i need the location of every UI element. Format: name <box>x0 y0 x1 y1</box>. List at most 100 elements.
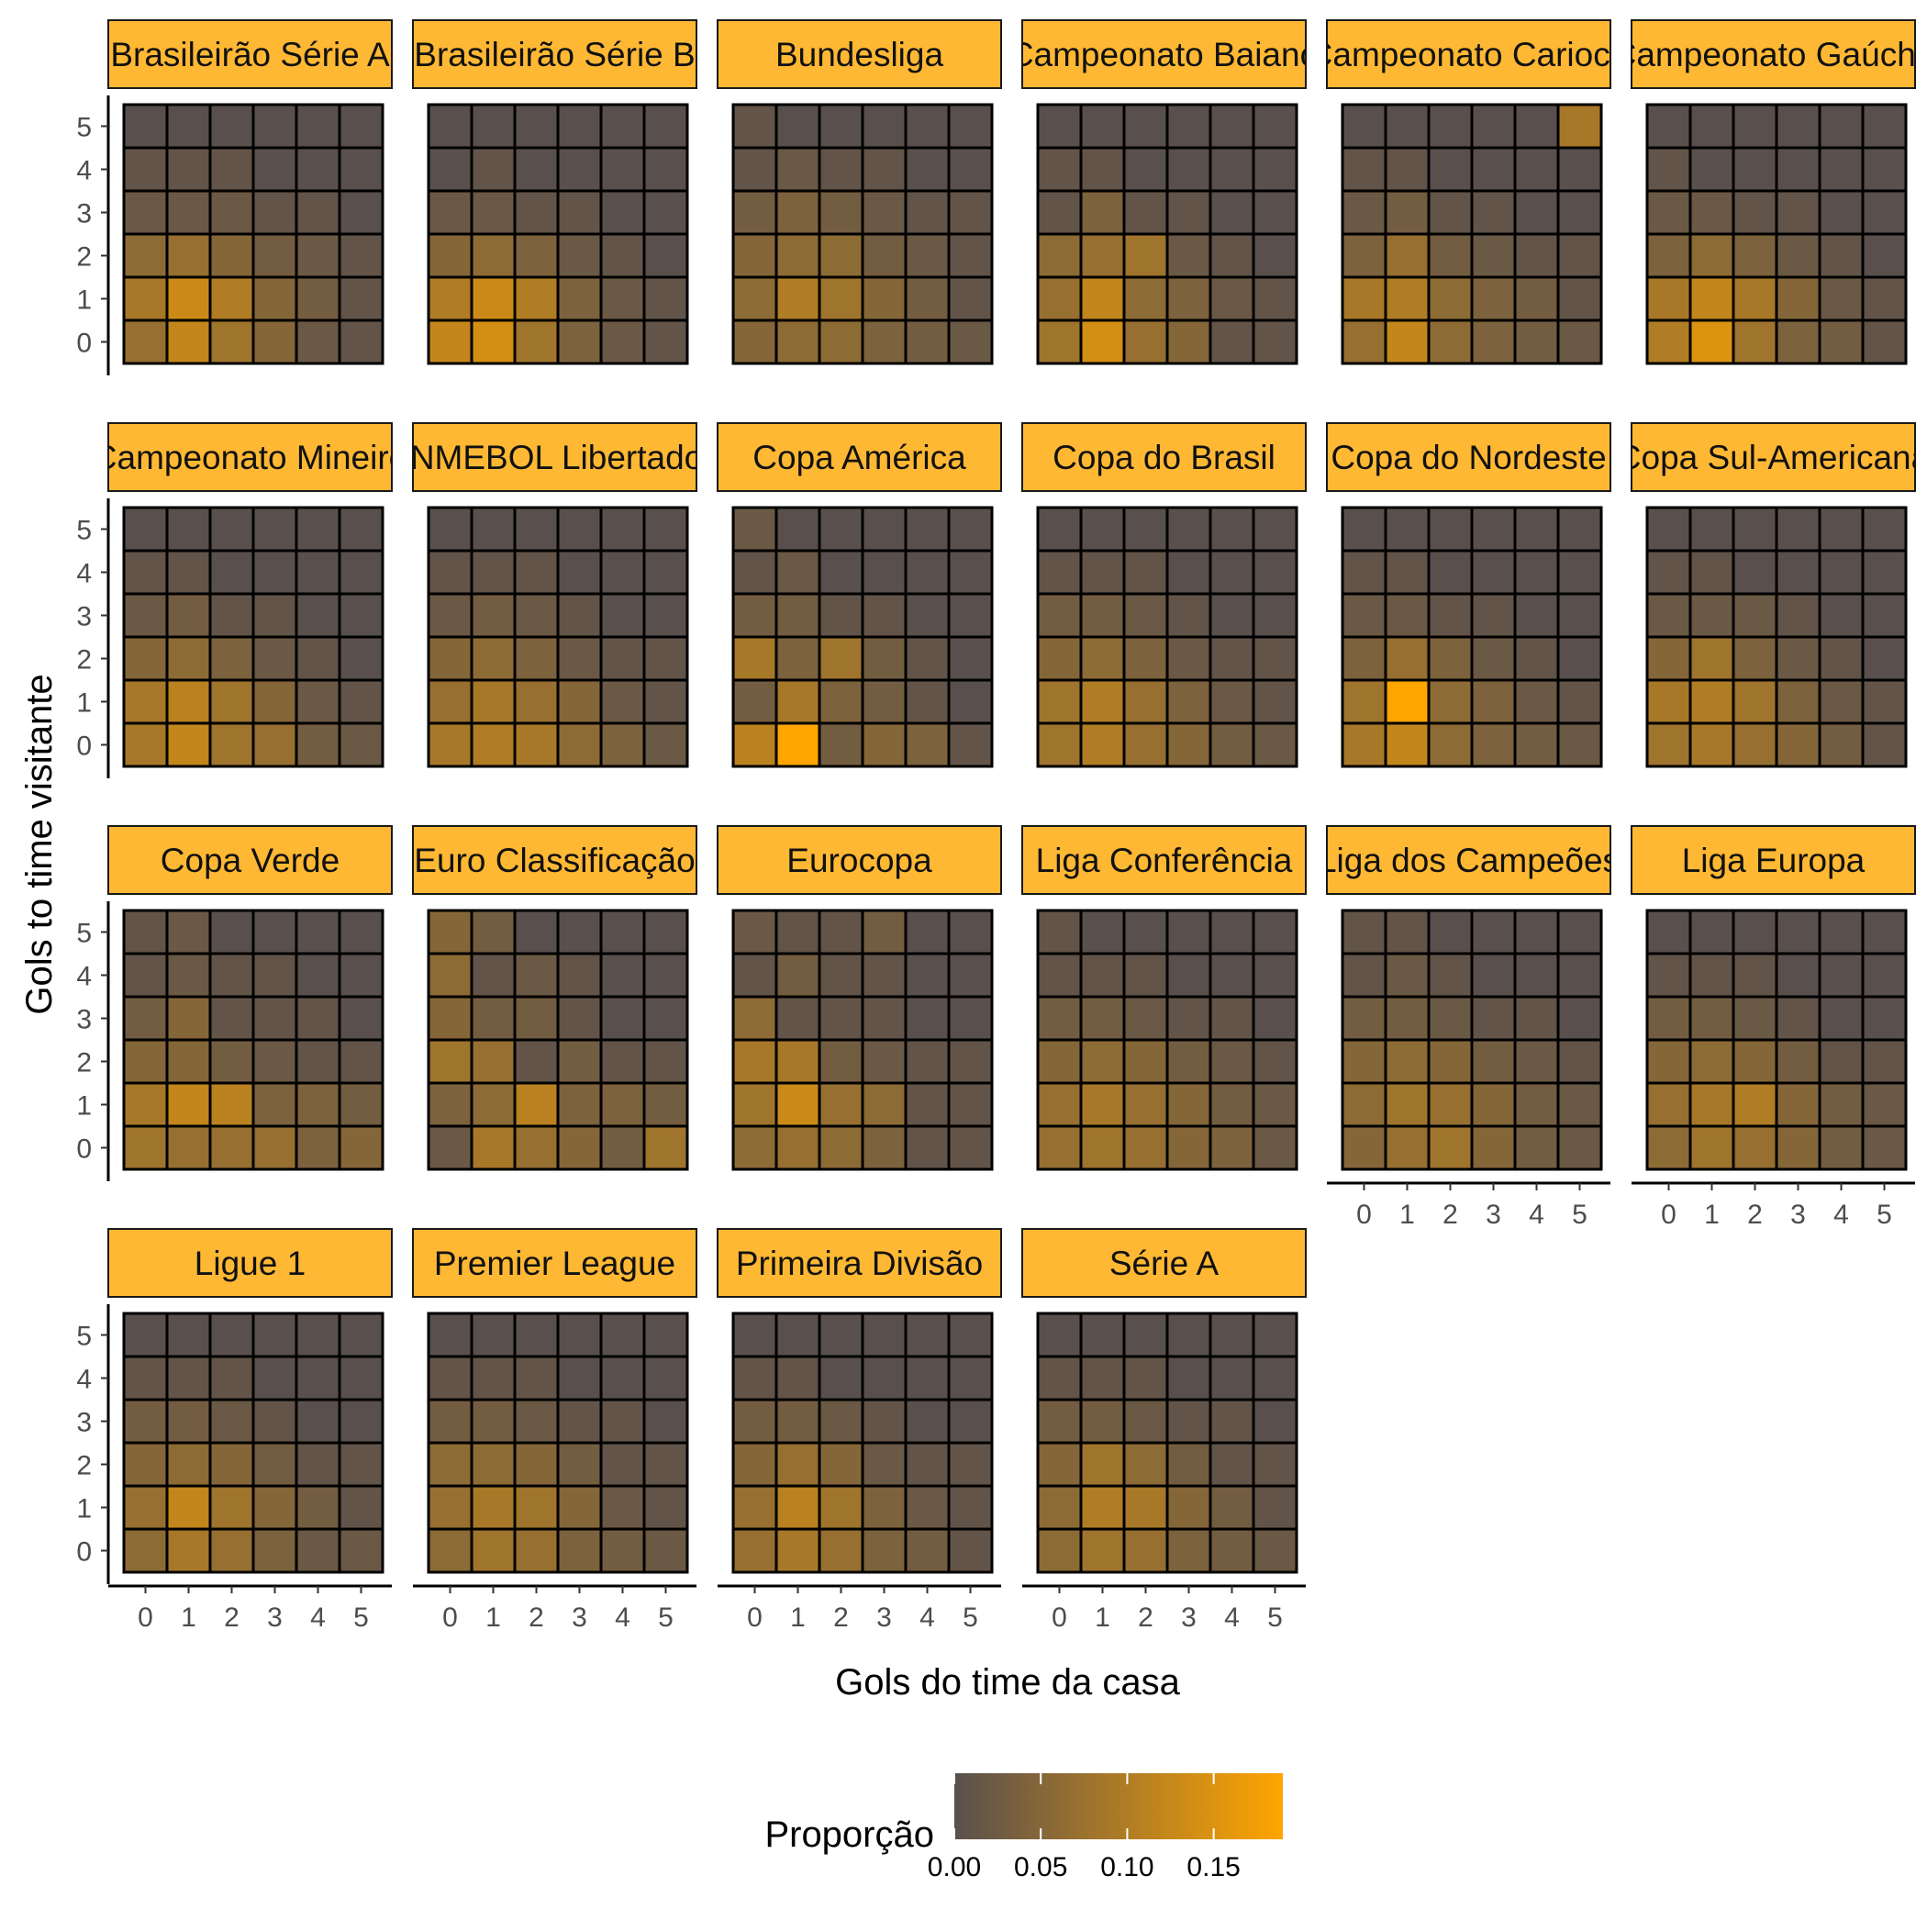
heatmap-cell <box>599 232 646 279</box>
heatmap-cell <box>1122 275 1169 322</box>
heatmap-cell <box>731 1355 778 1402</box>
heatmap-cell <box>1513 275 1560 322</box>
heatmap-cell <box>1252 232 1298 279</box>
heatmap-cell <box>1556 1124 1603 1171</box>
x-axis-title: Gols do time da casa <box>835 1662 1180 1703</box>
facet-panel: Copa do Nordeste <box>1326 422 1611 768</box>
heatmap-cell <box>1209 721 1255 768</box>
heatmap-cell <box>818 318 864 365</box>
heatmap-cell <box>1775 1038 1821 1085</box>
heatmap-cell <box>556 232 603 279</box>
heatmap-cell <box>774 952 821 999</box>
facet-strip-label: Eurocopa <box>786 842 932 879</box>
x-tick-label: 0 <box>138 1603 153 1633</box>
heatmap-cell <box>1341 721 1387 768</box>
heatmap-cell <box>1036 1312 1083 1358</box>
heatmap-cell <box>427 635 473 682</box>
facet-panel: Série A 0 1 2 3 4 5 <box>1021 1228 1307 1633</box>
heatmap-cell <box>1775 1081 1821 1128</box>
heatmap-cell <box>1079 678 1126 725</box>
heatmap-cell <box>774 1038 821 1085</box>
heatmap-cell <box>1122 678 1169 725</box>
heatmap-cell <box>1688 995 1735 1042</box>
heatmap-cell <box>427 1484 473 1531</box>
heatmap-cell <box>599 909 646 955</box>
heatmap-cell <box>295 275 341 322</box>
heatmap-cell <box>470 909 517 955</box>
heatmap-cell <box>251 506 298 553</box>
heatmap-cell <box>1470 549 1517 596</box>
heatmap-cell <box>1252 1355 1298 1402</box>
heatmap-cell <box>642 103 689 150</box>
heatmap-cell <box>1122 1038 1169 1085</box>
x-tick-label: 2 <box>1138 1603 1153 1633</box>
heatmap-cell <box>1384 909 1431 955</box>
heatmap-cell <box>1470 189 1517 236</box>
x-tick-label: 1 <box>485 1603 501 1633</box>
heatmap-cell <box>904 506 951 553</box>
heatmap-cell <box>165 1398 212 1445</box>
heatmap-cell <box>861 232 908 279</box>
heatmap-cell <box>1513 232 1560 279</box>
heatmap-cell <box>208 506 255 553</box>
heatmap-cell <box>513 1398 560 1445</box>
heatmap-cell <box>818 1124 864 1171</box>
heatmap-cell <box>642 1441 689 1488</box>
heatmap-cell <box>1818 678 1865 725</box>
heatmap-cell <box>1427 103 1474 150</box>
heatmap-cell <box>731 146 778 193</box>
heatmap-cell <box>251 1124 298 1171</box>
heatmap-cell <box>1079 275 1126 322</box>
heatmap-cell <box>904 995 951 1042</box>
heatmap-cell <box>122 1355 169 1402</box>
heatmap-cell <box>774 146 821 193</box>
heatmap-cell <box>1775 909 1821 955</box>
heatmap-cell <box>1209 1312 1255 1358</box>
heatmap-cell <box>427 1124 473 1171</box>
heatmap-cell <box>731 592 778 639</box>
heatmap-cell <box>947 1081 994 1128</box>
heatmap-cell <box>1252 103 1298 150</box>
heatmap-cell <box>1341 952 1387 999</box>
heatmap-cell <box>1165 506 1212 553</box>
heatmap-cell <box>470 506 517 553</box>
heatmap-cell <box>774 189 821 236</box>
heatmap-cell <box>1036 275 1083 322</box>
x-tick-label: 1 <box>1704 1200 1720 1230</box>
heatmap-cell <box>470 549 517 596</box>
heatmap-cell <box>1470 1124 1517 1171</box>
heatmap-cell <box>1427 275 1474 322</box>
facet-strip <box>1326 422 1611 492</box>
heatmap-cell <box>1252 952 1298 999</box>
heatmap-cell <box>1645 721 1692 768</box>
heatmap-cell <box>1513 635 1560 682</box>
facet-panel: Premier League 0 1 2 3 4 5 <box>412 1228 697 1633</box>
heatmap-cell <box>1384 1081 1431 1128</box>
heatmap-cell <box>904 1312 951 1358</box>
heatmap-cell <box>1165 721 1212 768</box>
heatmap-cell <box>1122 995 1169 1042</box>
heatmap-cell <box>599 1527 646 1574</box>
heatmap-cell <box>1427 232 1474 279</box>
heatmap-cell <box>818 721 864 768</box>
heatmap-cell <box>208 1527 255 1574</box>
heatmap-cell <box>1645 952 1692 999</box>
heatmap-cell <box>295 678 341 725</box>
heatmap-cell <box>1645 318 1692 365</box>
heatmap-cell <box>904 721 951 768</box>
heatmap-cell <box>122 275 169 322</box>
heatmap-cell <box>122 635 169 682</box>
heatmap-cell <box>338 506 384 553</box>
heatmap-cell <box>1513 952 1560 999</box>
heatmap-cell <box>513 1312 560 1358</box>
facet-strip <box>412 19 697 89</box>
heatmap-cell <box>904 275 951 322</box>
heatmap-cell <box>208 146 255 193</box>
heatmap-cell <box>208 909 255 955</box>
heatmap-cell <box>904 318 951 365</box>
facet-strip <box>107 1228 393 1298</box>
y-tick-label: 4 <box>76 962 92 992</box>
heatmap-cell <box>338 1441 384 1488</box>
facet-strip-label: CONMEBOL Libertadores <box>359 439 750 476</box>
y-tick-label: 5 <box>76 1322 92 1352</box>
